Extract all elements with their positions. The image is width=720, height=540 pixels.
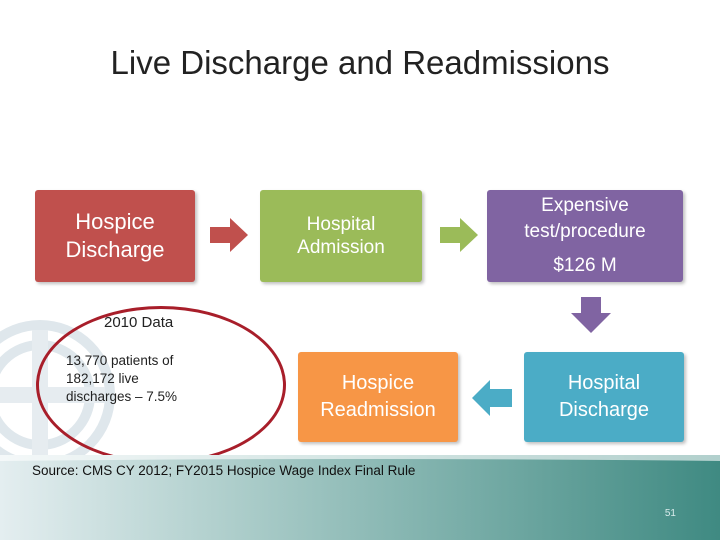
data-note-line1: 13,770 patients of (66, 353, 174, 368)
hospital-admission-box: Hospital Admission (260, 190, 422, 282)
expensive-test-line1: Expensive (541, 195, 629, 216)
arrow-right-1 (210, 218, 248, 252)
hospice-discharge-line1: Hospice (75, 209, 155, 234)
page-title: Live Discharge and Readmissions (110, 44, 610, 81)
hospice-readmission-line2: Readmission (320, 399, 436, 421)
hospice-readmission-box: Hospice Readmission (298, 352, 458, 442)
expensive-test-cost: $126 M (553, 255, 617, 276)
arrow-right-2 (440, 218, 478, 252)
hospital-admission-line1: Hospital (306, 214, 376, 235)
hospital-admission-line2: Admission (297, 237, 385, 258)
hospital-discharge-line2: Discharge (558, 399, 650, 421)
hospice-discharge-box: Hospice Discharge (35, 190, 195, 282)
expensive-test-box: Expensive test/procedure $126 M (487, 190, 683, 282)
data-year-label: 2010 Data (104, 314, 174, 331)
arrow-left (472, 380, 512, 416)
data-note-line2: 182,172 live (66, 371, 139, 386)
hospice-discharge-line2: Discharge (65, 237, 165, 262)
expensive-test-line2: test/procedure (524, 221, 646, 242)
footer-band (0, 455, 720, 540)
data-note-text: 13,770 patients of 182,172 live discharg… (66, 352, 226, 406)
data-note-line3: discharges – 7.5% (66, 389, 178, 404)
arrow-down (571, 297, 611, 333)
hospice-readmission-line1: Hospice (341, 372, 415, 394)
page-number: 51 (664, 508, 676, 519)
source-note: Source: CMS CY 2012; FY2015 Hospice Wage… (32, 463, 416, 478)
hospital-discharge-box: Hospital Discharge (524, 352, 684, 442)
hospital-discharge-line1: Hospital (567, 372, 641, 394)
